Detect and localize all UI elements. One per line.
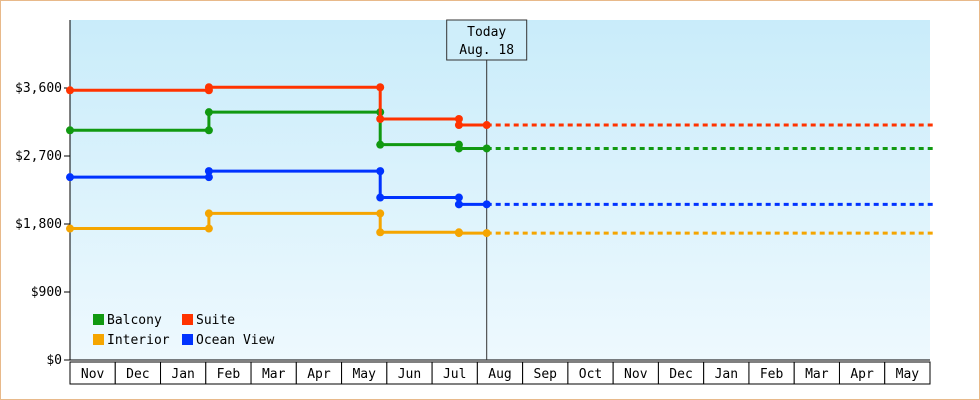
today-marker: Today Aug. 18: [446, 19, 528, 360]
x-tick-label: Jan: [171, 367, 194, 382]
x-tick-label: Oct: [579, 367, 602, 382]
x-tick-label: Jan: [715, 367, 738, 382]
data-point: [66, 173, 74, 182]
data-point: [204, 108, 213, 117]
data-point: [204, 126, 213, 135]
legend-label: Balcony: [107, 313, 162, 328]
legend: Balcony Suite Interior Ocean View: [93, 313, 274, 348]
data-point: [454, 200, 463, 209]
plot-area: [70, 20, 930, 360]
x-tick-label: Mar: [262, 367, 286, 382]
y-tick-label: $3,600: [15, 81, 62, 96]
data-point: [376, 114, 385, 123]
legend-item: Balcony: [93, 313, 162, 328]
x-tick-label: Apr: [307, 367, 331, 382]
data-point: [482, 200, 491, 209]
legend-swatch: [182, 334, 193, 345]
data-point: [454, 121, 463, 130]
data-point: [204, 83, 213, 92]
x-tick-label: May: [896, 367, 920, 382]
series-lines: [66, 83, 936, 238]
data-point: [454, 229, 463, 238]
series-suite: [66, 83, 936, 130]
data-point: [204, 224, 213, 233]
today-label: Today: [467, 25, 506, 40]
x-tick-label: Nov: [81, 367, 105, 382]
data-point: [376, 167, 385, 176]
data-point: [376, 83, 385, 92]
legend-swatch: [182, 314, 193, 325]
x-tick-label: Aug: [488, 367, 511, 382]
data-point: [66, 224, 74, 233]
series-ocean-view: [66, 167, 936, 209]
series-interior: [66, 209, 936, 238]
y-tick-label: $2,700: [15, 149, 62, 164]
data-point: [66, 126, 74, 135]
y-tick-label: $1,800: [15, 217, 62, 232]
legend-item: Ocean View: [182, 333, 274, 348]
data-point: [454, 193, 463, 202]
legend-label: Ocean View: [196, 333, 274, 348]
x-tick-label: Feb: [760, 367, 784, 382]
x-tick-label: Dec: [669, 367, 692, 382]
legend-swatch: [93, 314, 104, 325]
data-point: [204, 167, 213, 176]
month-cell: [884, 361, 931, 385]
x-tick-label: Apr: [850, 367, 874, 382]
legend-item: Suite: [182, 313, 235, 328]
legend-item: Interior: [93, 333, 170, 348]
x-tick-label: May: [352, 367, 376, 382]
x-tick-label: Jun: [398, 367, 421, 382]
y-tick-label: $900: [31, 285, 62, 300]
data-point: [482, 121, 491, 130]
data-point: [66, 86, 74, 95]
data-point: [376, 193, 385, 202]
legend-swatch: [93, 334, 104, 345]
y-tick-label: $0: [46, 353, 62, 368]
x-tick-label: Nov: [624, 367, 648, 382]
x-tick-label: Mar: [805, 367, 829, 382]
data-point: [204, 209, 213, 218]
y-axis: $0 $900 $1,800 $2,700 $3,600: [15, 20, 71, 368]
data-point: [204, 173, 213, 182]
today-box: [446, 19, 528, 61]
today-date-label: Aug. 18: [459, 43, 514, 58]
data-point: [454, 114, 463, 123]
x-tick-label: Feb: [217, 367, 241, 382]
data-point: [482, 229, 491, 238]
data-point: [376, 209, 385, 218]
legend-label: Interior: [107, 333, 170, 348]
x-tick-label: Jul: [443, 367, 466, 382]
data-point: [376, 140, 385, 149]
data-point: [454, 144, 463, 153]
legend-label: Suite: [196, 313, 235, 328]
x-tick-label: Sep: [534, 367, 558, 382]
data-point: [482, 144, 491, 153]
data-point: [376, 228, 385, 237]
x-tick-label: Dec: [126, 367, 149, 382]
x-axis: Nov Dec Jan Feb Mar Apr May Jun Jul Aug Sep Oct Nov D…: [69, 359, 931, 385]
